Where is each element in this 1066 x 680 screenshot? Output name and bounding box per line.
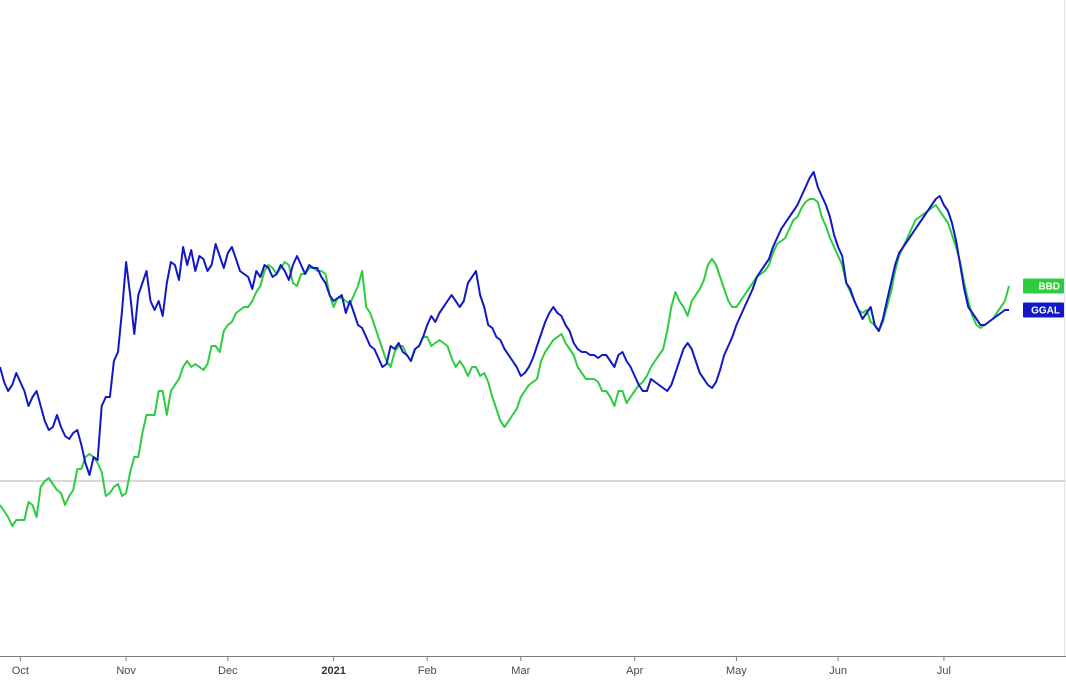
legend-badge-ggal [1023, 302, 1064, 318]
legend: BBD GGAL [1023, 278, 1064, 318]
x-tick-label: Jul [937, 665, 951, 677]
x-tick-label: May [726, 665, 747, 677]
x-tick-label: Apr [626, 665, 643, 677]
x-tick-label: Oct [12, 665, 29, 677]
series-line-ggal [0, 171, 1009, 476]
legend-label-bbd: BBD [1038, 282, 1060, 293]
legend-label-ggal: GGAL [1031, 306, 1060, 317]
x-tick-label: 2021 [321, 665, 345, 677]
x-tick-label: Nov [116, 665, 136, 677]
x-axis-ticks: Oct Nov Dec 2021 Feb Mar Apr May Jun Jul [12, 656, 951, 677]
series-layer [0, 171, 1010, 527]
x-tick-label: Feb [418, 665, 437, 677]
legend-badge-bbd [1023, 278, 1064, 294]
x-tick-label: Jun [829, 665, 847, 677]
x-tick-label: Mar [511, 665, 530, 677]
x-tick-label: Dec [218, 665, 238, 677]
series-line-bbd [0, 198, 1010, 527]
